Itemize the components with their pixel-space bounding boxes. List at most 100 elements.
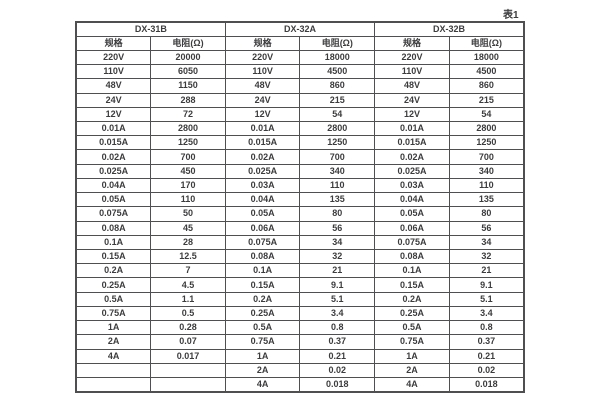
resistance-cell: 860 <box>448 78 525 94</box>
spec-cell: 110V <box>224 64 301 80</box>
spec-cell: 0.015A <box>374 135 450 151</box>
table-row: 24V 288 24V 215 24V 215 <box>75 92 525 108</box>
spec-cell: 0.025A <box>75 163 152 179</box>
resistance-column-header: 电阻(Ω) <box>299 35 376 51</box>
spec-cell: 0.1A <box>374 263 450 279</box>
resistance-cell: 80 <box>448 206 525 222</box>
resistance-cell: 9.1 <box>448 277 525 293</box>
resistance-cell: 1250 <box>150 135 226 151</box>
spec-cell: 0.08A <box>374 248 450 265</box>
spec-cell: 0.25A <box>374 305 450 322</box>
spec-cell: 0.04A <box>224 192 301 208</box>
spec-cell: 220V <box>224 49 301 66</box>
resistance-cell: 28 <box>150 234 226 251</box>
table-row: 0.75A 0.5 0.25A 3.4 0.25A 3.4 <box>75 305 525 322</box>
resistance-cell <box>150 362 226 378</box>
spec-cell: 0.5A <box>224 320 301 336</box>
spec-cell: 0.1A <box>75 234 152 251</box>
resistance-cell: 0.5 <box>150 305 226 322</box>
spec-cell: 0.025A <box>224 163 301 179</box>
spec-cell: 24V <box>224 92 301 108</box>
resistance-cell: 45 <box>150 220 226 236</box>
resistance-cell: 9.1 <box>299 277 376 293</box>
spec-column-header: 规格 <box>374 35 450 51</box>
spec-cell: 0.75A <box>224 334 301 350</box>
resistance-cell: 20000 <box>150 49 226 66</box>
table-row: 4A 0.018 4A 0.018 <box>75 376 525 393</box>
group-header-dx32b: DX-32B <box>374 21 525 37</box>
resistance-cell: 54 <box>299 106 376 123</box>
resistance-cell: 1250 <box>299 135 376 151</box>
resistance-cell: 0.28 <box>150 320 226 336</box>
table-row: 0.05A 110 0.04A 135 0.04A 135 <box>75 192 525 208</box>
resistance-cell: 215 <box>448 92 525 108</box>
resistance-cell: 3.4 <box>448 305 525 322</box>
spec-cell: 0.1A <box>224 263 301 279</box>
table-row: 0.15A 12.5 0.08A 32 0.08A 32 <box>75 248 525 265</box>
resistance-cell: 56 <box>448 220 525 236</box>
resistance-cell: 0.017 <box>150 348 226 364</box>
resistance-cell: 0.21 <box>448 348 525 364</box>
spec-cell <box>75 362 152 378</box>
spec-cell: 0.01A <box>224 121 301 137</box>
spec-cell: 12V <box>75 106 152 123</box>
resistance-cell: 3.4 <box>299 305 376 322</box>
resistance-cell: 0.02 <box>299 362 376 378</box>
spec-cell: 0.15A <box>224 277 301 293</box>
resistance-cell: 7 <box>150 263 226 279</box>
table-caption: 表1 <box>503 10 519 21</box>
resistance-cell: 0.02 <box>448 362 525 378</box>
resistance-cell: 110 <box>150 192 226 208</box>
spec-cell: 0.5A <box>75 291 152 307</box>
table-header: DX-31B DX-32A DX-32B 规格 电阻(Ω) 规格 电阻(Ω) 规… <box>75 21 525 51</box>
table-row: 4A 0.017 1A 0.21 1A 0.21 <box>75 348 525 364</box>
column-header-row: 规格 电阻(Ω) 规格 电阻(Ω) 规格 电阻(Ω) <box>75 35 525 51</box>
spec-cell: 220V <box>75 49 152 66</box>
spec-cell: 48V <box>75 78 152 94</box>
spec-cell: 2A <box>374 362 450 378</box>
table-row: 48V 1150 48V 860 48V 860 <box>75 78 525 94</box>
resistance-cell: 700 <box>150 149 226 165</box>
resistance-cell: 2800 <box>448 121 525 137</box>
spec-cell: 24V <box>374 92 450 108</box>
spec-cell: 0.02A <box>374 149 450 165</box>
spec-cell: 0.01A <box>374 121 450 137</box>
spec-cell: 2A <box>224 362 301 378</box>
resistance-cell: 135 <box>299 192 376 208</box>
resistance-column-header: 电阻(Ω) <box>448 35 525 51</box>
spec-cell: 0.2A <box>374 291 450 307</box>
table-row: 0.25A 4.5 0.15A 9.1 0.15A 9.1 <box>75 277 525 293</box>
resistance-cell: 32 <box>448 248 525 265</box>
spec-cell: 4A <box>374 376 450 393</box>
resistance-cell: 135 <box>448 192 525 208</box>
spec-cell <box>75 376 152 393</box>
spec-cell: 0.075A <box>374 234 450 251</box>
group-header-row: DX-31B DX-32A DX-32B <box>75 21 525 37</box>
resistance-cell: 34 <box>448 234 525 251</box>
spec-cell: 0.15A <box>374 277 450 293</box>
table-row: 12V 72 12V 54 12V 54 <box>75 106 525 123</box>
spec-cell: 0.05A <box>75 192 152 208</box>
spec-cell: 0.5A <box>374 320 450 336</box>
resistance-cell: 1150 <box>150 78 226 94</box>
spec-cell: 0.2A <box>75 263 152 279</box>
table-row: 0.01A 2800 0.01A 2800 0.01A 2800 <box>75 121 525 137</box>
resistance-cell: 215 <box>299 92 376 108</box>
spec-cell: 0.04A <box>374 192 450 208</box>
spec-cell: 48V <box>224 78 301 94</box>
table-row: 0.5A 1.1 0.2A 5.1 0.2A 5.1 <box>75 291 525 307</box>
spec-cell: 0.25A <box>224 305 301 322</box>
resistance-cell <box>150 376 226 393</box>
resistance-cell: 4500 <box>448 64 525 80</box>
spec-cell: 0.08A <box>75 220 152 236</box>
spec-cell: 0.06A <box>224 220 301 236</box>
resistance-cell: 80 <box>299 206 376 222</box>
table-row: 2A 0.02 2A 0.02 <box>75 362 525 378</box>
spec-cell: 0.75A <box>75 305 152 322</box>
resistance-cell: 0.018 <box>299 376 376 393</box>
spec-cell: 0.075A <box>224 234 301 251</box>
resistance-cell: 21 <box>299 263 376 279</box>
resistance-cell: 288 <box>150 92 226 108</box>
spec-cell: 110V <box>374 64 450 80</box>
resistance-cell: 2800 <box>150 121 226 137</box>
